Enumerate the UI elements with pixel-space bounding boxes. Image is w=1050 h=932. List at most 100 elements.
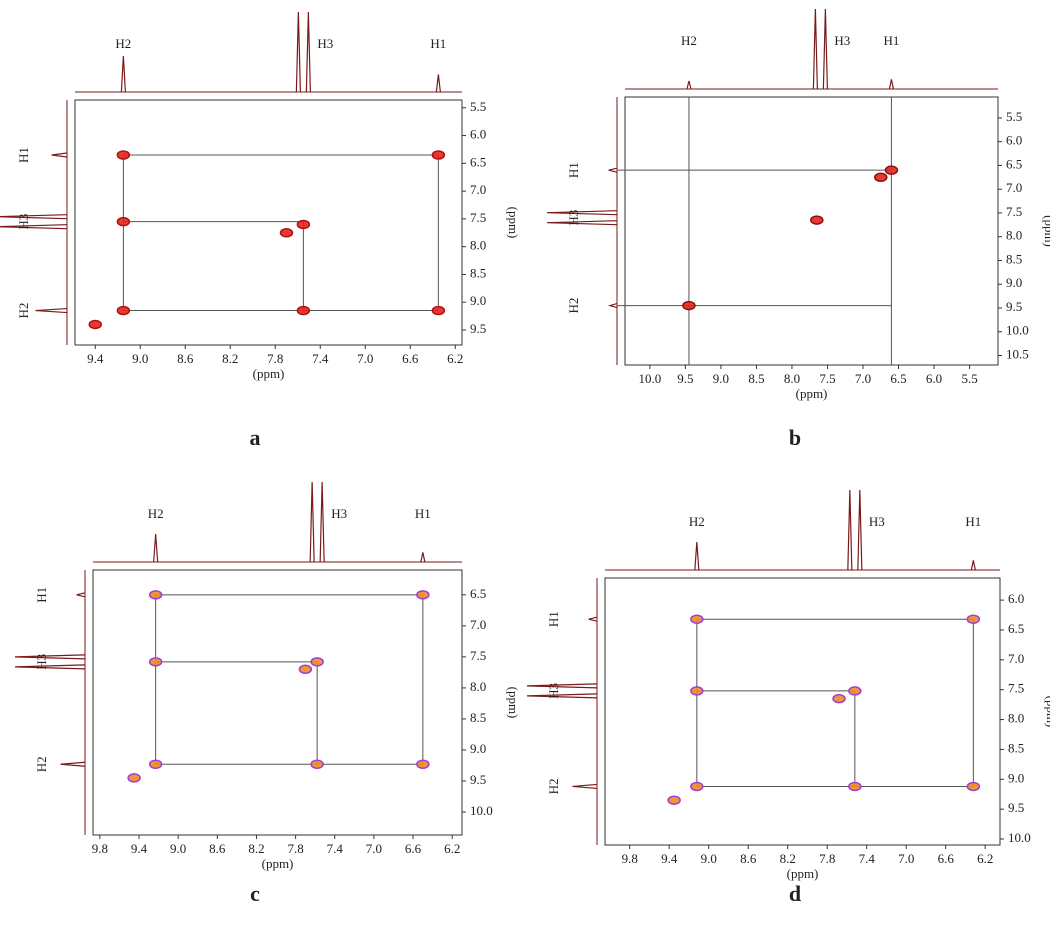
top-peak-label: H1 <box>430 36 446 51</box>
x-axis-label: (ppm) <box>253 366 285 381</box>
x-tick-label: 7.8 <box>267 351 283 366</box>
left-peak-label: H1 <box>546 611 561 627</box>
plot-frame <box>624 96 999 366</box>
x-tick-label: 5.5 <box>961 371 977 386</box>
plot-frame <box>74 99 463 346</box>
cross-peak <box>116 216 131 227</box>
top-peak <box>295 11 301 93</box>
cross-peak <box>431 305 446 316</box>
cross-peak <box>116 150 131 160</box>
x-tick-label: 8.5 <box>748 371 764 386</box>
left-peak-label: H2 <box>566 298 581 314</box>
top-peak <box>822 8 828 90</box>
x-tick-label: 6.2 <box>977 851 993 866</box>
y-tick-label: 10.5 <box>1006 346 1029 361</box>
y-tick-label: 8.5 <box>470 265 486 280</box>
plot-frame <box>604 577 1001 846</box>
left-peak <box>51 152 68 158</box>
y-tick-label: 9.0 <box>470 741 486 756</box>
x-tick-label: 7.5 <box>819 371 835 386</box>
panel-label: d <box>789 881 801 906</box>
panel-label: b <box>789 425 801 450</box>
cross-peak <box>416 759 430 770</box>
x-tick-label: 6.2 <box>444 841 460 856</box>
cross-peak <box>88 319 102 330</box>
cross-peak <box>116 305 131 316</box>
y-axis-label: (ppm) <box>1042 215 1050 247</box>
cross-peak <box>690 686 704 696</box>
cross-peak <box>848 781 862 792</box>
top-peak <box>888 79 895 90</box>
y-tick-label: 6.5 <box>1006 156 1022 171</box>
top-peak-label: H2 <box>115 36 131 51</box>
left-peak-label: H1 <box>16 147 31 163</box>
cross-peak <box>832 693 846 704</box>
x-tick-label: 7.0 <box>898 851 914 866</box>
y-tick-label: 8.0 <box>470 679 486 694</box>
x-tick-label: 7.0 <box>366 841 382 856</box>
left-peak <box>14 654 86 660</box>
left-peak-label: H1 <box>34 587 49 603</box>
plot-frame <box>92 569 463 836</box>
y-axis-label: (ppm) <box>506 207 521 239</box>
cross-peak <box>310 759 324 770</box>
panel-label: c <box>250 881 260 906</box>
left-peak <box>572 783 598 790</box>
cross-peak <box>127 773 141 783</box>
y-tick-label: 7.0 <box>1006 180 1022 195</box>
x-tick-label: 6.0 <box>926 371 942 386</box>
cross-peak <box>416 590 430 600</box>
y-axis-label: (ppm) <box>506 687 521 719</box>
y-tick-label: 7.0 <box>1008 651 1024 666</box>
x-tick-label: 6.6 <box>405 841 422 856</box>
x-tick-label: 7.4 <box>859 851 876 866</box>
cross-peak <box>884 165 899 175</box>
y-tick-label: 5.5 <box>470 99 486 114</box>
left-peak <box>526 683 598 689</box>
top-peak-label: H2 <box>148 506 164 521</box>
x-tick-label: 6.5 <box>890 371 906 386</box>
left-peak <box>546 220 618 226</box>
x-tick-label: 7.8 <box>819 851 835 866</box>
y-tick-label: 9.5 <box>1006 299 1022 314</box>
top-peak-label: H1 <box>883 33 899 48</box>
top-peak <box>120 55 126 93</box>
left-peak <box>35 307 68 314</box>
y-tick-label: 7.5 <box>1006 204 1022 219</box>
x-tick-label: 6.6 <box>402 351 419 366</box>
x-tick-label: 8.6 <box>177 351 194 366</box>
top-peak <box>309 481 315 563</box>
left-peak <box>14 664 86 670</box>
top-peak <box>857 489 863 571</box>
x-tick-label: 9.4 <box>87 351 104 366</box>
left-peak-label: H1 <box>566 162 581 178</box>
cross-peak <box>148 759 163 770</box>
x-tick-label: 7.4 <box>312 351 329 366</box>
top-peak-label: H1 <box>415 506 431 521</box>
y-axis-label: (ppm) <box>1044 696 1050 728</box>
left-peak <box>76 592 86 598</box>
left-peak <box>0 224 68 230</box>
top-peak <box>812 8 818 90</box>
y-tick-label: 9.5 <box>470 772 486 787</box>
x-tick-label: 9.8 <box>622 851 638 866</box>
top-peak <box>970 560 976 571</box>
x-tick-label: 7.4 <box>327 841 344 856</box>
y-tick-label: 10.0 <box>470 803 493 818</box>
y-tick-label: 6.0 <box>1006 133 1022 148</box>
x-tick-label: 6.2 <box>447 351 463 366</box>
top-peak-label: H3 <box>834 33 850 48</box>
cross-peak <box>296 305 311 316</box>
x-tick-label: 8.2 <box>222 351 238 366</box>
top-peak <box>420 552 426 563</box>
top-peak <box>694 541 700 571</box>
x-tick-label: 8.0 <box>784 371 800 386</box>
left-peak <box>607 303 618 309</box>
left-peak <box>546 210 618 216</box>
left-peak <box>608 167 618 173</box>
x-tick-label: 9.0 <box>132 351 148 366</box>
x-tick-label: 6.6 <box>938 851 955 866</box>
x-tick-label: 9.0 <box>170 841 186 856</box>
left-peak-label: H2 <box>34 756 49 772</box>
